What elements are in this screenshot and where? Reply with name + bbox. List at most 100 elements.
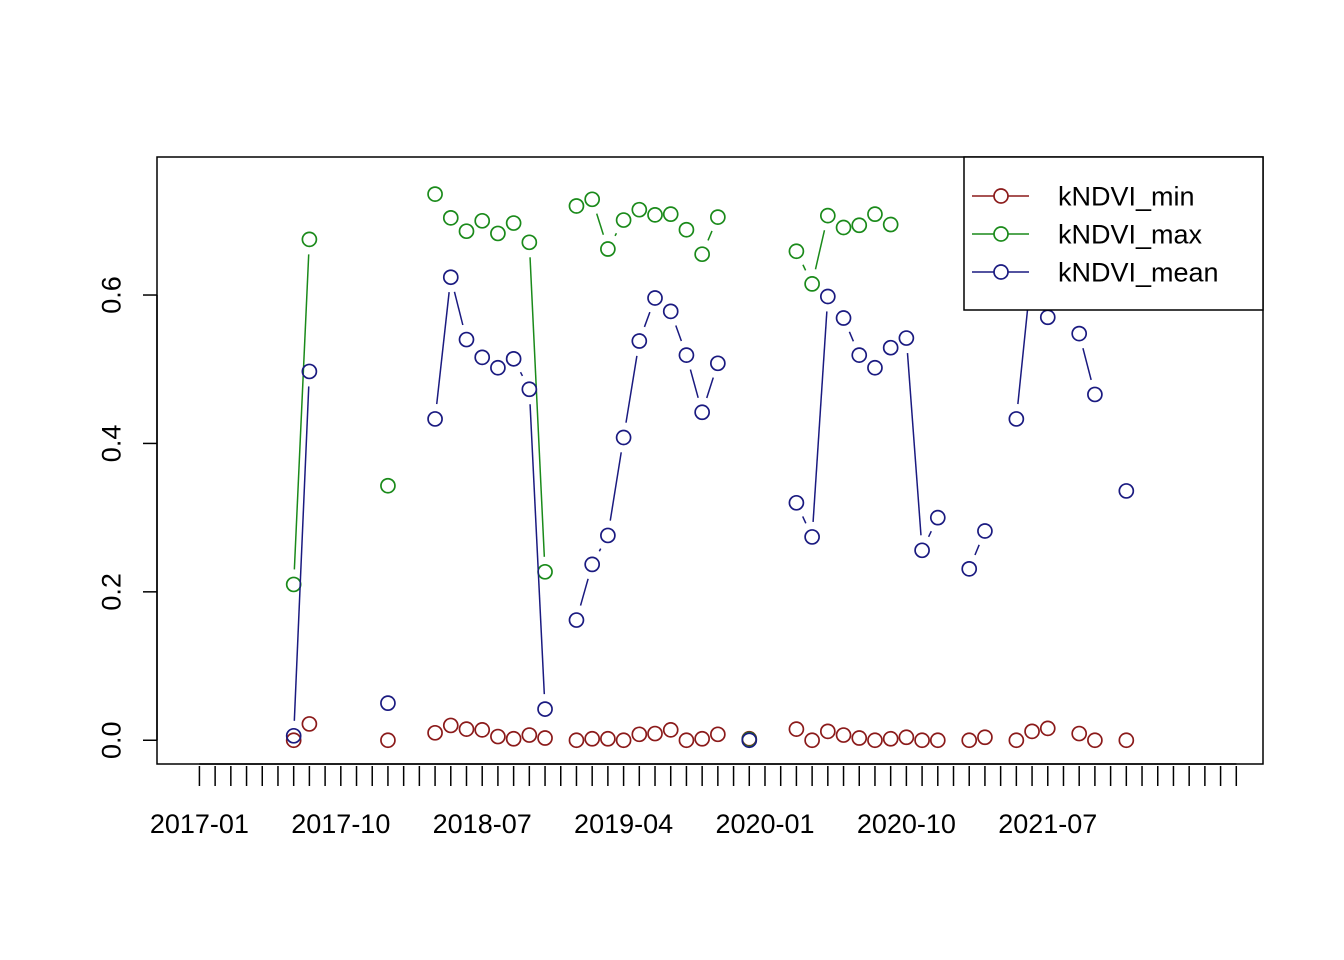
- data-point: [521, 381, 538, 398]
- data-point: [301, 363, 318, 380]
- data-point: [442, 209, 459, 226]
- data-point: [788, 243, 805, 260]
- series-line-segment: [707, 230, 713, 241]
- data-point: [662, 303, 679, 320]
- x-tick-label: 2021-07: [998, 809, 1097, 839]
- data-point: [427, 724, 443, 741]
- legend-marker: [993, 264, 1009, 280]
- data-point: [474, 349, 491, 366]
- data-point: [631, 726, 648, 743]
- y-axis: 0.0 0.2 0.4 0.6: [96, 276, 158, 759]
- data-point: [537, 563, 553, 580]
- data-point: [474, 722, 491, 738]
- data-point: [615, 429, 632, 446]
- data-point: [882, 339, 899, 356]
- data-point: [678, 347, 695, 363]
- data-point: [584, 556, 601, 573]
- x-tick-label: 2018-07: [433, 809, 532, 839]
- data-point: [521, 727, 538, 743]
- series-line-segment: [614, 232, 618, 237]
- data-point: [647, 725, 663, 742]
- data-point: [678, 221, 695, 238]
- data-point: [380, 477, 396, 494]
- data-point: [584, 730, 601, 747]
- data-point: [505, 350, 522, 367]
- data-point: [662, 722, 679, 738]
- data-point: [788, 494, 805, 511]
- x-tick-label: 2020-10: [857, 809, 956, 839]
- data-point: [804, 276, 820, 292]
- series-kNDVI_mean: [285, 257, 1135, 749]
- data-point: [1071, 725, 1088, 742]
- data-point: [961, 732, 978, 749]
- series-line-segment: [595, 213, 605, 235]
- data-point: [1008, 411, 1025, 427]
- legend-marker: [993, 188, 1009, 204]
- data-point: [537, 701, 553, 717]
- data-point: [694, 246, 710, 263]
- data-point: [898, 330, 915, 346]
- data-point: [804, 529, 820, 545]
- data-point: [1087, 732, 1103, 749]
- data-point: [490, 359, 506, 376]
- data-point: [694, 730, 710, 747]
- series-line-segment: [435, 292, 450, 405]
- data-point: [867, 206, 883, 222]
- series-line-segment: [579, 578, 589, 606]
- data-point: [285, 727, 302, 744]
- data-point: [427, 411, 443, 427]
- x-tick-label: 2017-10: [291, 809, 390, 839]
- series-line-segment: [453, 291, 464, 326]
- x-tick-label: 2019-04: [574, 809, 673, 839]
- data-point: [458, 721, 475, 737]
- data-point: [710, 209, 726, 225]
- data-point: [458, 223, 475, 240]
- series-line-segment: [643, 311, 651, 328]
- data-point: [647, 207, 663, 223]
- series-line-segment: [814, 230, 826, 270]
- data-point: [568, 612, 585, 628]
- data-point: [678, 732, 695, 749]
- legend-label: kNDVI_max: [1058, 219, 1203, 249]
- data-point: [615, 212, 632, 228]
- data-point: [961, 560, 978, 577]
- data-point: [851, 730, 868, 746]
- data-point: [867, 359, 883, 376]
- series-line-segment: [927, 530, 932, 538]
- data-point: [442, 269, 459, 286]
- data-point: [882, 730, 899, 747]
- x-axis: 2017-01 2017-10 2018-07 2019-04 2020-01 2020-…: [150, 763, 1238, 839]
- series-line-segment: [598, 548, 602, 552]
- data-point: [1039, 309, 1056, 326]
- data-point: [490, 728, 506, 745]
- series-line-segment: [519, 371, 524, 377]
- legend: kNDVI_min kNDVI_max kNDVI_mean: [963, 156, 1264, 311]
- data-point: [600, 527, 616, 544]
- data-point: [851, 347, 868, 363]
- x-tick-label: 2017-01: [150, 809, 249, 839]
- series-line-segment: [812, 311, 828, 523]
- series-line-segment: [529, 404, 546, 695]
- data-point: [1024, 723, 1040, 740]
- data-point: [898, 729, 915, 746]
- data-point: [929, 509, 946, 526]
- data-point: [537, 730, 553, 746]
- data-point: [568, 198, 585, 214]
- data-point: [867, 732, 883, 749]
- data-point: [914, 732, 930, 749]
- series-kNDVI_min: [285, 716, 1135, 749]
- data-point: [977, 729, 993, 746]
- data-point: [1008, 732, 1025, 749]
- data-point: [631, 333, 648, 349]
- data-point: [584, 191, 601, 208]
- data-point: [851, 217, 868, 234]
- data-point: [380, 695, 396, 712]
- data-point: [568, 732, 585, 749]
- series-line-segment: [675, 325, 683, 342]
- data-point: [380, 732, 396, 749]
- data-point: [521, 234, 538, 251]
- data-point: [819, 207, 836, 224]
- data-point: [819, 723, 836, 740]
- series-line-segment: [801, 516, 807, 524]
